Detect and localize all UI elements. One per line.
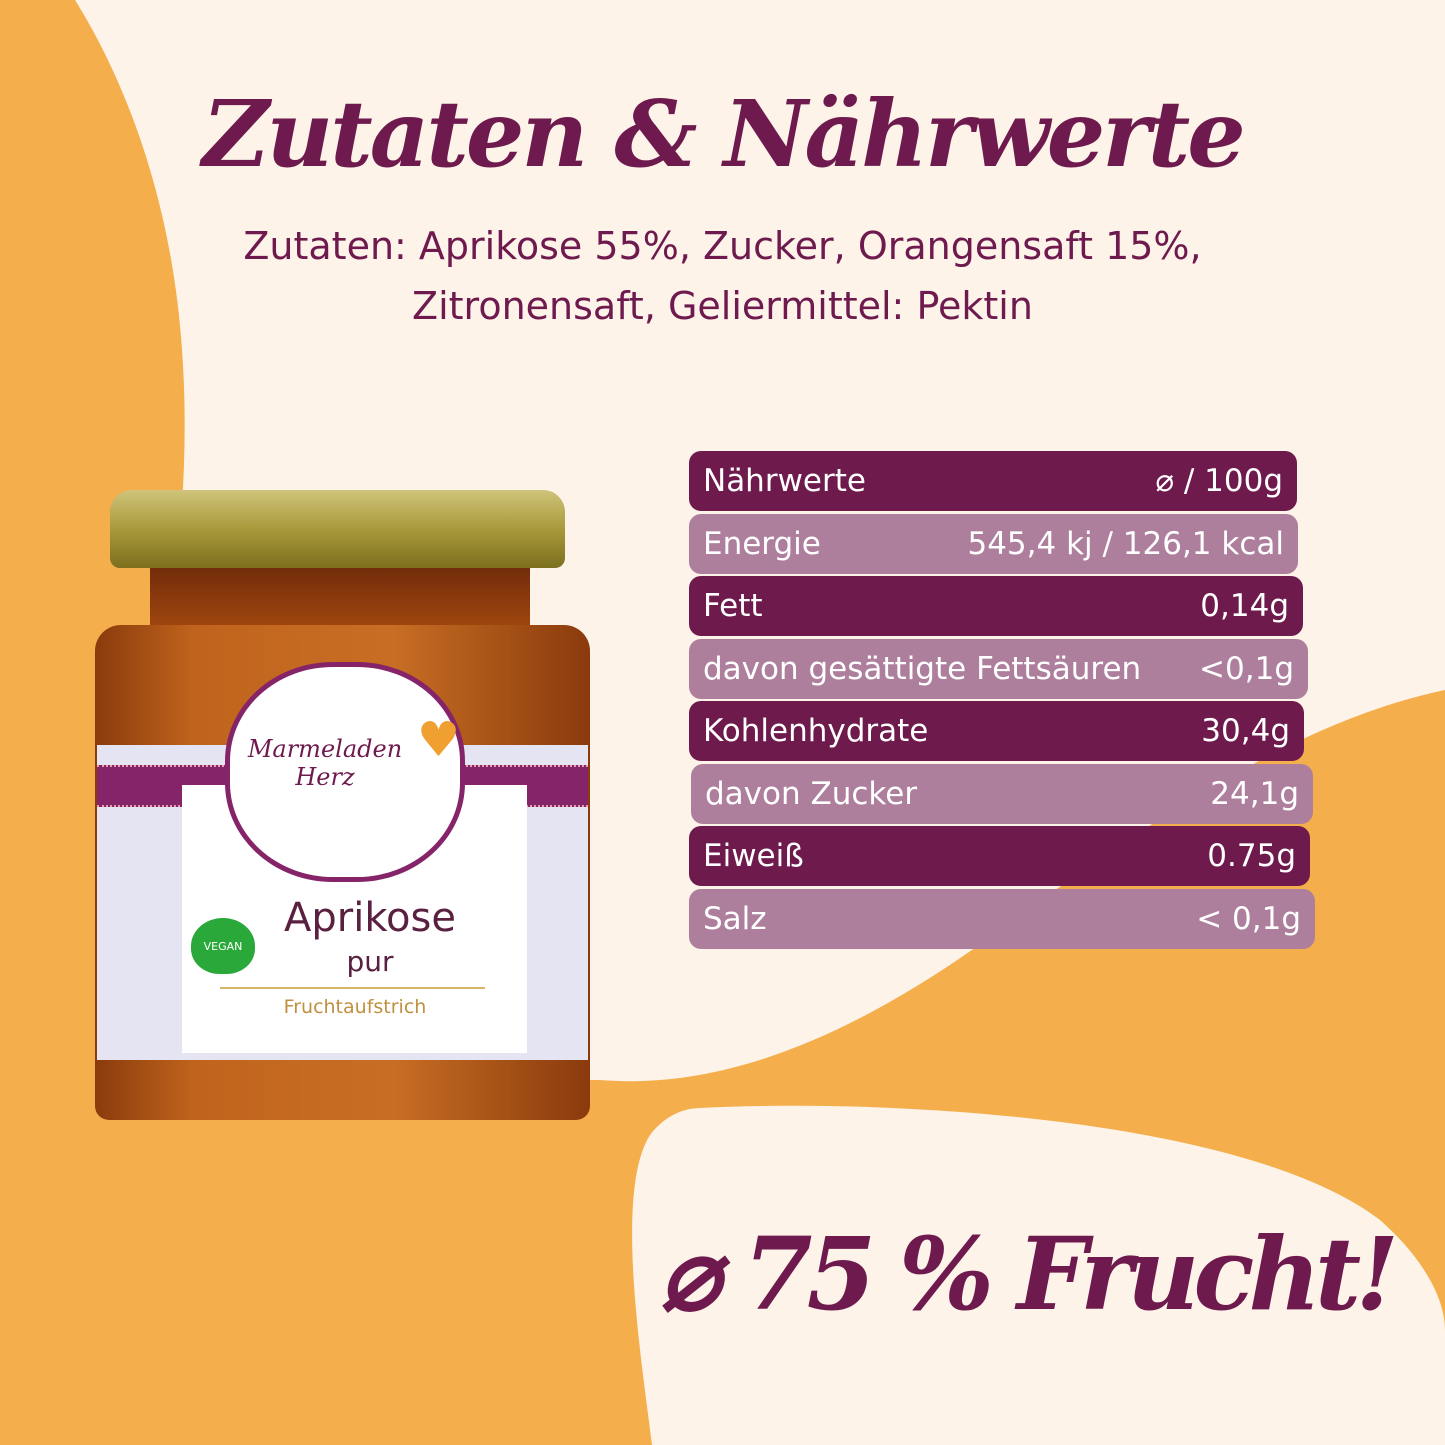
- nutrition-row-zucker: davon Zucker 24,1g: [691, 763, 1313, 824]
- jar-lid: [110, 490, 565, 568]
- row-label: Energie: [703, 525, 821, 562]
- row-value: 0.75g: [1207, 838, 1296, 874]
- jam-jar-image: ♥ Marmeladen Herz VEGAN Aprikose pur Fru…: [95, 490, 590, 1125]
- heart-icon: ♥: [417, 712, 461, 768]
- row-label: davon gesättigte Fettsäuren: [703, 650, 1142, 687]
- row-value: 0,14g: [1200, 588, 1289, 624]
- row-value: <0,1g: [1199, 650, 1294, 687]
- ingredients-line-1: Zutaten: Aprikose 55%, Zucker, Orangensa…: [243, 224, 1202, 268]
- ingredients-line-2: Zitronensaft, Geliermittel: Pektin: [412, 284, 1033, 328]
- row-value: 545,4 kj / 126,1 kcal: [967, 525, 1284, 562]
- nutrition-table: Nährwerte ⌀ / 100g Energie 545,4 kj / 12…: [689, 451, 1315, 951]
- page-title: Zutaten & Nährwerte: [202, 80, 1246, 188]
- row-label: Kohlenhydrate: [703, 713, 929, 749]
- row-label: Salz: [703, 900, 767, 937]
- label-divider: [220, 987, 485, 989]
- nutrition-row-kohlenhydrate: Kohlenhydrate 30,4g: [689, 701, 1304, 761]
- product-name: Aprikose: [284, 895, 456, 941]
- row-label: Fett: [703, 588, 763, 624]
- nutrition-row-eiweiss: Eiweiß 0.75g: [689, 826, 1310, 886]
- product-variant: pur: [346, 945, 394, 978]
- brand-logo-frame: [225, 662, 465, 882]
- product-type: Fruchtaufstrich: [283, 996, 427, 1018]
- row-value: 30,4g: [1201, 713, 1290, 749]
- vegan-badge: VEGAN: [191, 918, 255, 974]
- nutrition-row-fett: Fett 0,14g: [689, 576, 1303, 636]
- nutrition-row-salz: Salz < 0,1g: [689, 888, 1315, 949]
- row-value: 24,1g: [1210, 775, 1299, 812]
- brand-logo: Marmeladen Herz: [235, 735, 415, 791]
- cream-bottom-shape: [632, 1105, 1445, 1445]
- jar-neck: [150, 562, 530, 632]
- header-label: Nährwerte: [703, 463, 866, 499]
- row-label: davon Zucker: [705, 775, 918, 812]
- nutrition-header-row: Nährwerte ⌀ / 100g: [689, 451, 1297, 511]
- brand-line-1: Marmeladen: [247, 735, 403, 763]
- row-label: Eiweiß: [703, 838, 804, 874]
- row-value: < 0,1g: [1196, 900, 1301, 937]
- brand-line-2: Herz: [295, 763, 355, 791]
- nutrition-row-energie: Energie 545,4 kj / 126,1 kcal: [689, 513, 1298, 574]
- header-value: ⌀ / 100g: [1155, 463, 1283, 499]
- fruit-content-claim: ⌀ 75 % Frucht!: [660, 1215, 1399, 1333]
- ingredients-text: Zutaten: Aprikose 55%, Zucker, Orangensa…: [160, 216, 1285, 336]
- nutrition-row-gesaettigte-fettsaeuren: davon gesättigte Fettsäuren <0,1g: [689, 638, 1308, 699]
